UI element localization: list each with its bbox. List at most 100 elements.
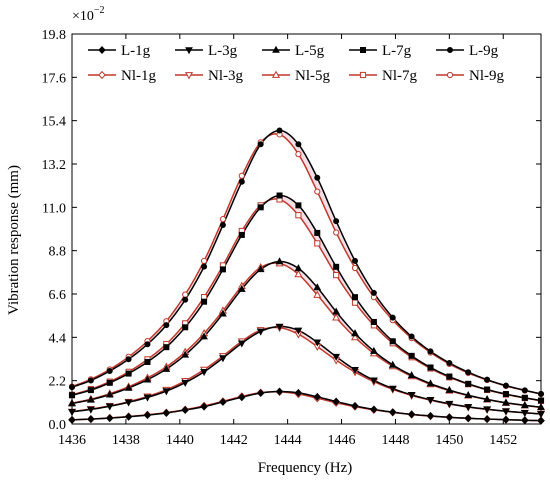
series-markers-L-7g [69,192,545,404]
series-markers-L-5g [68,257,545,411]
legend-marker-Nl-1g [98,70,106,80]
legend-item-Nl-5g: Nl-5g [262,68,330,84]
point-L-9g-13 [314,174,321,181]
point-L-5g-8 [219,309,227,317]
point-Nl-9g-7 [200,257,208,265]
point-L-7g-7 [201,298,208,305]
x-axis-label: Frequency (Hz) [258,460,353,476]
point-L-3g-1 [86,406,95,414]
point-Nl-7g-13 [314,240,321,247]
point-L-7g-8 [219,266,226,273]
y-multiplier-label: ×10−2 [72,5,105,24]
point-L-1g-5 [162,408,171,417]
point-Nl-7g-14 [333,271,340,279]
point-L-9g-15 [352,257,359,264]
point-L-9g-3 [125,356,132,363]
x-tick-label-0: 1436 [58,433,86,448]
point-L-9g-1 [87,377,94,384]
legend-item-L-9g: L-9g [436,43,499,59]
point-L-7g-14 [333,263,340,270]
point-Nl-9g-12 [295,151,302,158]
series-line-L-5g [71,260,542,409]
point-L-5g-11 [275,257,284,265]
legend-item-Nl-7g: Nl-7g [349,68,417,84]
point-L-7g-16 [370,318,377,325]
point-L-9g-12 [295,141,302,148]
point-L-1g-12 [294,388,303,397]
point-L-1g-6 [181,406,189,414]
x-tick-label-8: 1452 [489,433,517,448]
point-L-9g-4 [144,341,151,348]
point-L-9g-23 [502,382,509,389]
point-L-7g-19 [427,364,434,371]
legend-label-L-1g: L-1g [121,43,151,59]
point-L-7g-21 [465,380,472,387]
series-line-L-3g [71,325,542,415]
point-Nl-7g-12 [295,212,302,219]
point-L-5g-22 [483,395,491,403]
series-line-L-7g [71,194,542,402]
point-L-7g-5 [163,344,170,351]
point-L-1g-23 [502,415,510,424]
point-L-7g-1 [87,387,94,394]
point-L-9g-21 [465,369,472,376]
point-L-1g-13 [313,392,322,401]
y-axis-label: Vibration response (mm) [6,165,22,315]
point-L-1g-17 [389,408,397,417]
legend-label-Nl-7g: Nl-7g [382,68,417,84]
x-tick-label-5: 1446 [328,433,356,448]
legend-marker-L-1g [98,46,106,54]
point-L-5g-21 [464,391,473,399]
point-L-3g-10 [256,328,265,336]
point-L-1g-10 [256,389,265,398]
x-tick-label-1: 1438 [112,433,140,448]
legend-item-L-3g: L-3g [175,43,238,59]
point-L-7g-15 [352,294,359,301]
point-L-7g-17 [389,338,396,345]
legend-item-L-5g: L-5g [262,43,325,59]
point-L-7g-2 [106,379,113,386]
point-L-1g-19 [426,411,435,420]
legend-marker-L-7g [359,47,366,54]
point-L-5g-15 [351,329,359,337]
legend-label-L-9g: L-9g [469,43,499,59]
point-L-9g-20 [446,359,453,366]
point-L-9g-11 [276,127,283,134]
point-L-5g-19 [426,379,435,387]
point-L-7g-12 [295,202,302,209]
point-L-7g-3 [125,370,132,377]
point-L-5g-23 [502,398,510,406]
point-L-5g-17 [388,360,397,368]
point-L-5g-13 [313,283,322,291]
point-L-1g-4 [143,411,152,420]
point-L-7g-4 [144,358,151,365]
point-Nl-9g-8 [219,216,227,223]
legend-marker-Nl-5g [271,70,281,78]
point-L-5g-3 [124,383,133,391]
point-L-5g-12 [294,264,303,272]
y-tick-label-6: 13.2 [42,158,67,173]
point-L-3g-13 [313,339,322,347]
point-Nl-5g-15 [350,332,360,341]
point-Nl-7g-15 [351,299,359,306]
point-L-3g-24 [520,409,529,418]
y-tick-label-1: 2.2 [49,375,67,390]
legend-label-Nl-9g: Nl-9g [469,68,504,84]
point-L-3g-15 [351,367,359,375]
point-L-5g-24 [520,401,529,409]
y-tick-label-9: 19.8 [42,28,67,43]
point-L-7g-10 [257,204,264,211]
x-tick-label-3: 1442 [220,433,248,448]
point-Nl-9g-15 [351,264,359,272]
y-tick-label-4: 8.8 [49,245,67,260]
point-L-3g-19 [426,396,435,405]
point-L-9g-5 [163,322,170,329]
legend-item-Nl-1g: Nl-1g [88,68,156,84]
point-L-1g-8 [219,397,227,406]
point-L-3g-21 [464,404,473,412]
point-L-1g-18 [407,410,416,419]
point-L-9g-22 [484,376,491,383]
point-Nl-5g-12 [294,269,303,278]
point-L-5g-18 [407,371,416,379]
